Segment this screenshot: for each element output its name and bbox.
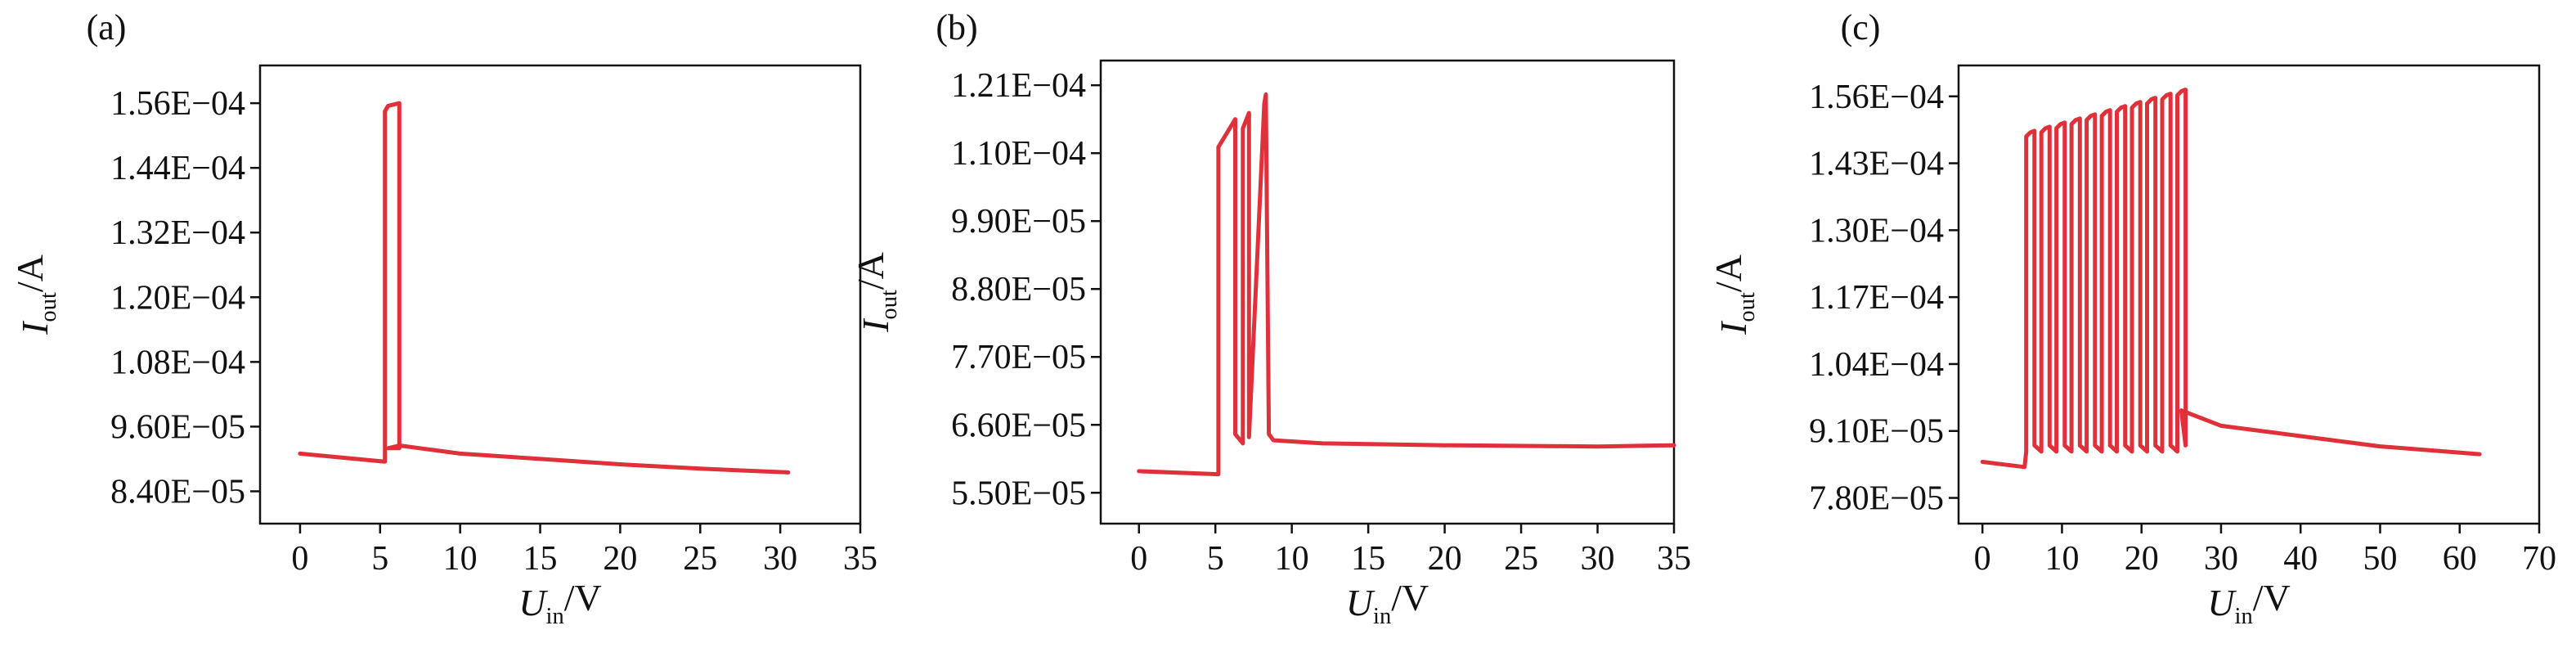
x-tick-label: 40	[2283, 540, 2318, 578]
y-tick-label: 1.56E−04	[110, 85, 245, 123]
y-tick-label: 8.40E−05	[110, 473, 245, 511]
y-tick-label: 6.60E−05	[951, 407, 1086, 444]
y-tick-label: 1.44E−04	[110, 150, 245, 187]
plot-frame	[1957, 64, 2541, 525]
x-tick-label: 10	[1275, 540, 1309, 578]
x-axis-title: Uin/V	[2207, 577, 2290, 629]
x-tick-label: 5	[1207, 540, 1224, 578]
x-tick-label: 15	[523, 540, 558, 578]
plot-frame	[1099, 59, 1676, 525]
chart-panel-2: (b) 0 5 10 15 20 25 30 35 5.50E−05 6.60E−05 7.70E−0…	[850, 7, 1691, 629]
x-axis-title: Uin/V	[1346, 577, 1429, 629]
x-tick-label: 60	[2443, 540, 2477, 578]
x-tick-label: 20	[603, 540, 637, 578]
x-tick-label: 35	[1657, 540, 1691, 578]
x-tick-label: 0	[1130, 540, 1147, 578]
x-tick-label: 0	[1974, 540, 1991, 578]
x-tick-label: 30	[2204, 540, 2238, 578]
series-line	[1137, 92, 1676, 477]
y-tick-label: 1.21E−04	[951, 67, 1086, 105]
x-tick-label: 20	[2125, 540, 2159, 578]
x-tick-label: 25	[1504, 540, 1538, 578]
x-tick-label: 5	[371, 540, 388, 578]
x-tick-label: 70	[2522, 540, 2556, 578]
y-tick-label: 1.04E−04	[1809, 346, 1944, 384]
y-tick-label: 1.17E−04	[1809, 279, 1944, 317]
x-tick-label: 30	[763, 540, 797, 578]
y-tick-label: 9.10E−05	[1809, 413, 1944, 451]
y-tick-label: 7.70E−05	[951, 339, 1086, 376]
x-tick-label: 25	[683, 540, 717, 578]
y-tick-label: 1.20E−04	[110, 279, 245, 317]
chart-panel-1: (a) 0 5 10 15 20 25 30 35 8.40E−05 9.60E−05 1.08E−0…	[9, 7, 877, 629]
y-axis-title: Iout/A	[1708, 254, 1760, 335]
x-tick-label: 50	[2363, 540, 2397, 578]
y-tick-label: 1.56E−04	[1809, 79, 1944, 116]
y-tick-label: 9.90E−05	[951, 203, 1086, 241]
y-tick-label: 5.50E−05	[951, 475, 1086, 512]
panel-label: (c)	[1841, 7, 1881, 47]
plot-frame	[258, 64, 862, 525]
y-tick-label: 9.60E−05	[110, 408, 245, 446]
y-tick-label: 7.80E−05	[1809, 480, 1944, 518]
series-line	[1980, 88, 2482, 470]
x-axis-title: Uin/V	[518, 577, 601, 629]
y-tick-label: 1.30E−04	[1809, 212, 1944, 250]
chart-panel-3: (c) 0 10 20 30 40 50 60 70 7.80E−05 9.10E−05 1.04E−…	[1708, 7, 2556, 629]
y-axis-title: Iout/A	[9, 254, 61, 335]
y-tick-label: 1.43E−04	[1809, 146, 1944, 183]
x-tick-label: 15	[1351, 540, 1385, 578]
y-tick-label: 8.80E−05	[951, 271, 1086, 308]
y-tick-label: 1.08E−04	[110, 344, 245, 381]
series-line	[298, 101, 791, 475]
y-tick-label: 1.32E−04	[110, 214, 245, 252]
y-axis-title: Iout/A	[850, 252, 902, 333]
y-tick-label: 1.10E−04	[951, 135, 1086, 173]
x-tick-label: 35	[843, 540, 877, 578]
panel-label: (a)	[87, 7, 127, 47]
x-tick-label: 10	[2044, 540, 2079, 578]
x-tick-label: 0	[291, 540, 308, 578]
panel-label: (b)	[936, 7, 977, 47]
x-tick-label: 10	[443, 540, 478, 578]
x-tick-label: 30	[1581, 540, 1615, 578]
x-tick-label: 20	[1428, 540, 1462, 578]
